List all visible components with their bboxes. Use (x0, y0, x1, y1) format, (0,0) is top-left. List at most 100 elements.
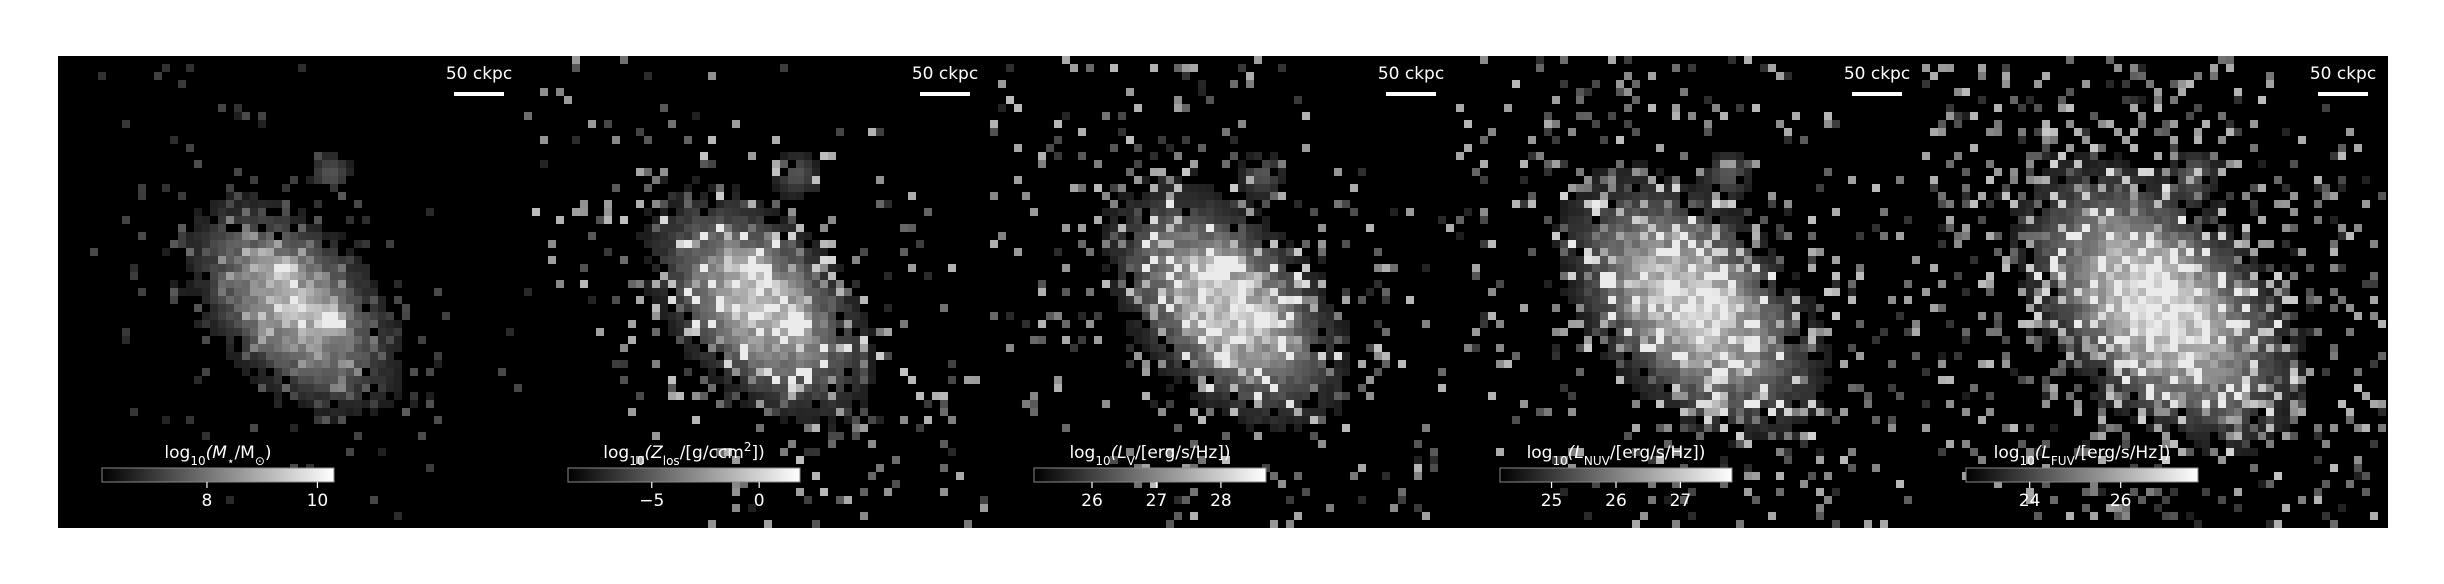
pixel (2258, 312, 2266, 320)
pixel (1206, 288, 1214, 296)
pixel (1182, 280, 1190, 288)
pixel (1584, 240, 1592, 248)
pixel (2138, 336, 2146, 344)
pixel (2218, 376, 2226, 384)
pixel (1238, 176, 1246, 184)
pixel (1672, 264, 1680, 272)
pixel (628, 336, 636, 344)
pixel (1946, 200, 1954, 208)
pixel (692, 272, 700, 280)
pixel (1294, 288, 1302, 296)
pixel (2074, 280, 2082, 288)
pixel (2266, 368, 2274, 376)
pixel (2058, 304, 2066, 312)
pixel (828, 304, 836, 312)
pixel (844, 296, 852, 304)
pixel (2226, 336, 2234, 344)
pixel (2202, 320, 2210, 328)
pixel (2226, 256, 2234, 264)
pixel (426, 400, 434, 408)
pixel (338, 352, 346, 360)
pixel (732, 328, 740, 336)
pixel (2282, 416, 2290, 424)
pixel (1118, 208, 1126, 216)
pixel (210, 264, 218, 272)
pixel (130, 272, 138, 280)
pixel (852, 256, 860, 264)
pixel (1262, 168, 1270, 176)
pixel (1222, 128, 1230, 136)
pixel (2178, 320, 2186, 328)
pixel (1286, 304, 1294, 312)
pixel (2146, 264, 2154, 272)
pixel (1696, 232, 1704, 240)
pixel (1190, 352, 1198, 360)
pixel (2058, 256, 2066, 264)
pixel (1728, 384, 1736, 392)
pixel (652, 232, 660, 240)
pixel (1246, 416, 1254, 424)
pixel (724, 256, 732, 264)
pixel (2010, 224, 2018, 232)
pixel (1014, 176, 1022, 184)
pixel (346, 264, 354, 272)
pixel (780, 280, 788, 288)
colorbar (101, 467, 335, 483)
pixel (314, 400, 322, 408)
pixel (852, 384, 860, 392)
pixel (716, 248, 724, 256)
pixel (2202, 288, 2210, 296)
pixel (138, 288, 146, 296)
pixel (1938, 192, 1946, 200)
pixel (1720, 384, 1728, 392)
pixel (2162, 512, 2170, 520)
pixel (740, 344, 748, 352)
pixel (1640, 176, 1648, 184)
pixel (1310, 280, 1318, 288)
pixel (1278, 232, 1286, 240)
pixel (804, 360, 812, 368)
pixel (844, 392, 852, 400)
pixel (1712, 176, 1720, 184)
pixel (1230, 384, 1238, 392)
pixel (708, 208, 716, 216)
pixel (1270, 256, 1278, 264)
pixel (242, 304, 250, 312)
pixel (346, 280, 354, 288)
pixel (1062, 336, 1070, 344)
pixel (1648, 192, 1656, 200)
pixel (836, 432, 844, 440)
pixel (2010, 248, 2018, 256)
pixel (764, 408, 772, 416)
pixel (1126, 296, 1134, 304)
pixel (298, 352, 306, 360)
pixel (732, 384, 740, 392)
pixel (1278, 168, 1286, 176)
pixel (820, 336, 828, 344)
pixel (2218, 384, 2226, 392)
pixel (170, 288, 178, 296)
pixel (780, 304, 788, 312)
pixel (2058, 184, 2066, 192)
pixel (868, 368, 876, 376)
pixel (218, 208, 226, 216)
pixel (2226, 368, 2234, 376)
pixel (580, 208, 588, 216)
pixel (2090, 248, 2098, 256)
pixel (2042, 296, 2050, 304)
pixel (1270, 424, 1278, 432)
pixel (1342, 336, 1350, 344)
pixel (2122, 328, 2130, 336)
pixel (1688, 488, 1696, 496)
pixel (1712, 192, 1720, 200)
pixel (2194, 352, 2202, 360)
pixel (242, 344, 250, 352)
pixel (2154, 376, 2162, 384)
pixel (2066, 248, 2074, 256)
pixel (2234, 352, 2242, 360)
pixel (2242, 416, 2250, 424)
pixel (1736, 104, 1744, 112)
pixel (2138, 320, 2146, 328)
pixel (362, 288, 370, 296)
pixel (218, 216, 226, 224)
